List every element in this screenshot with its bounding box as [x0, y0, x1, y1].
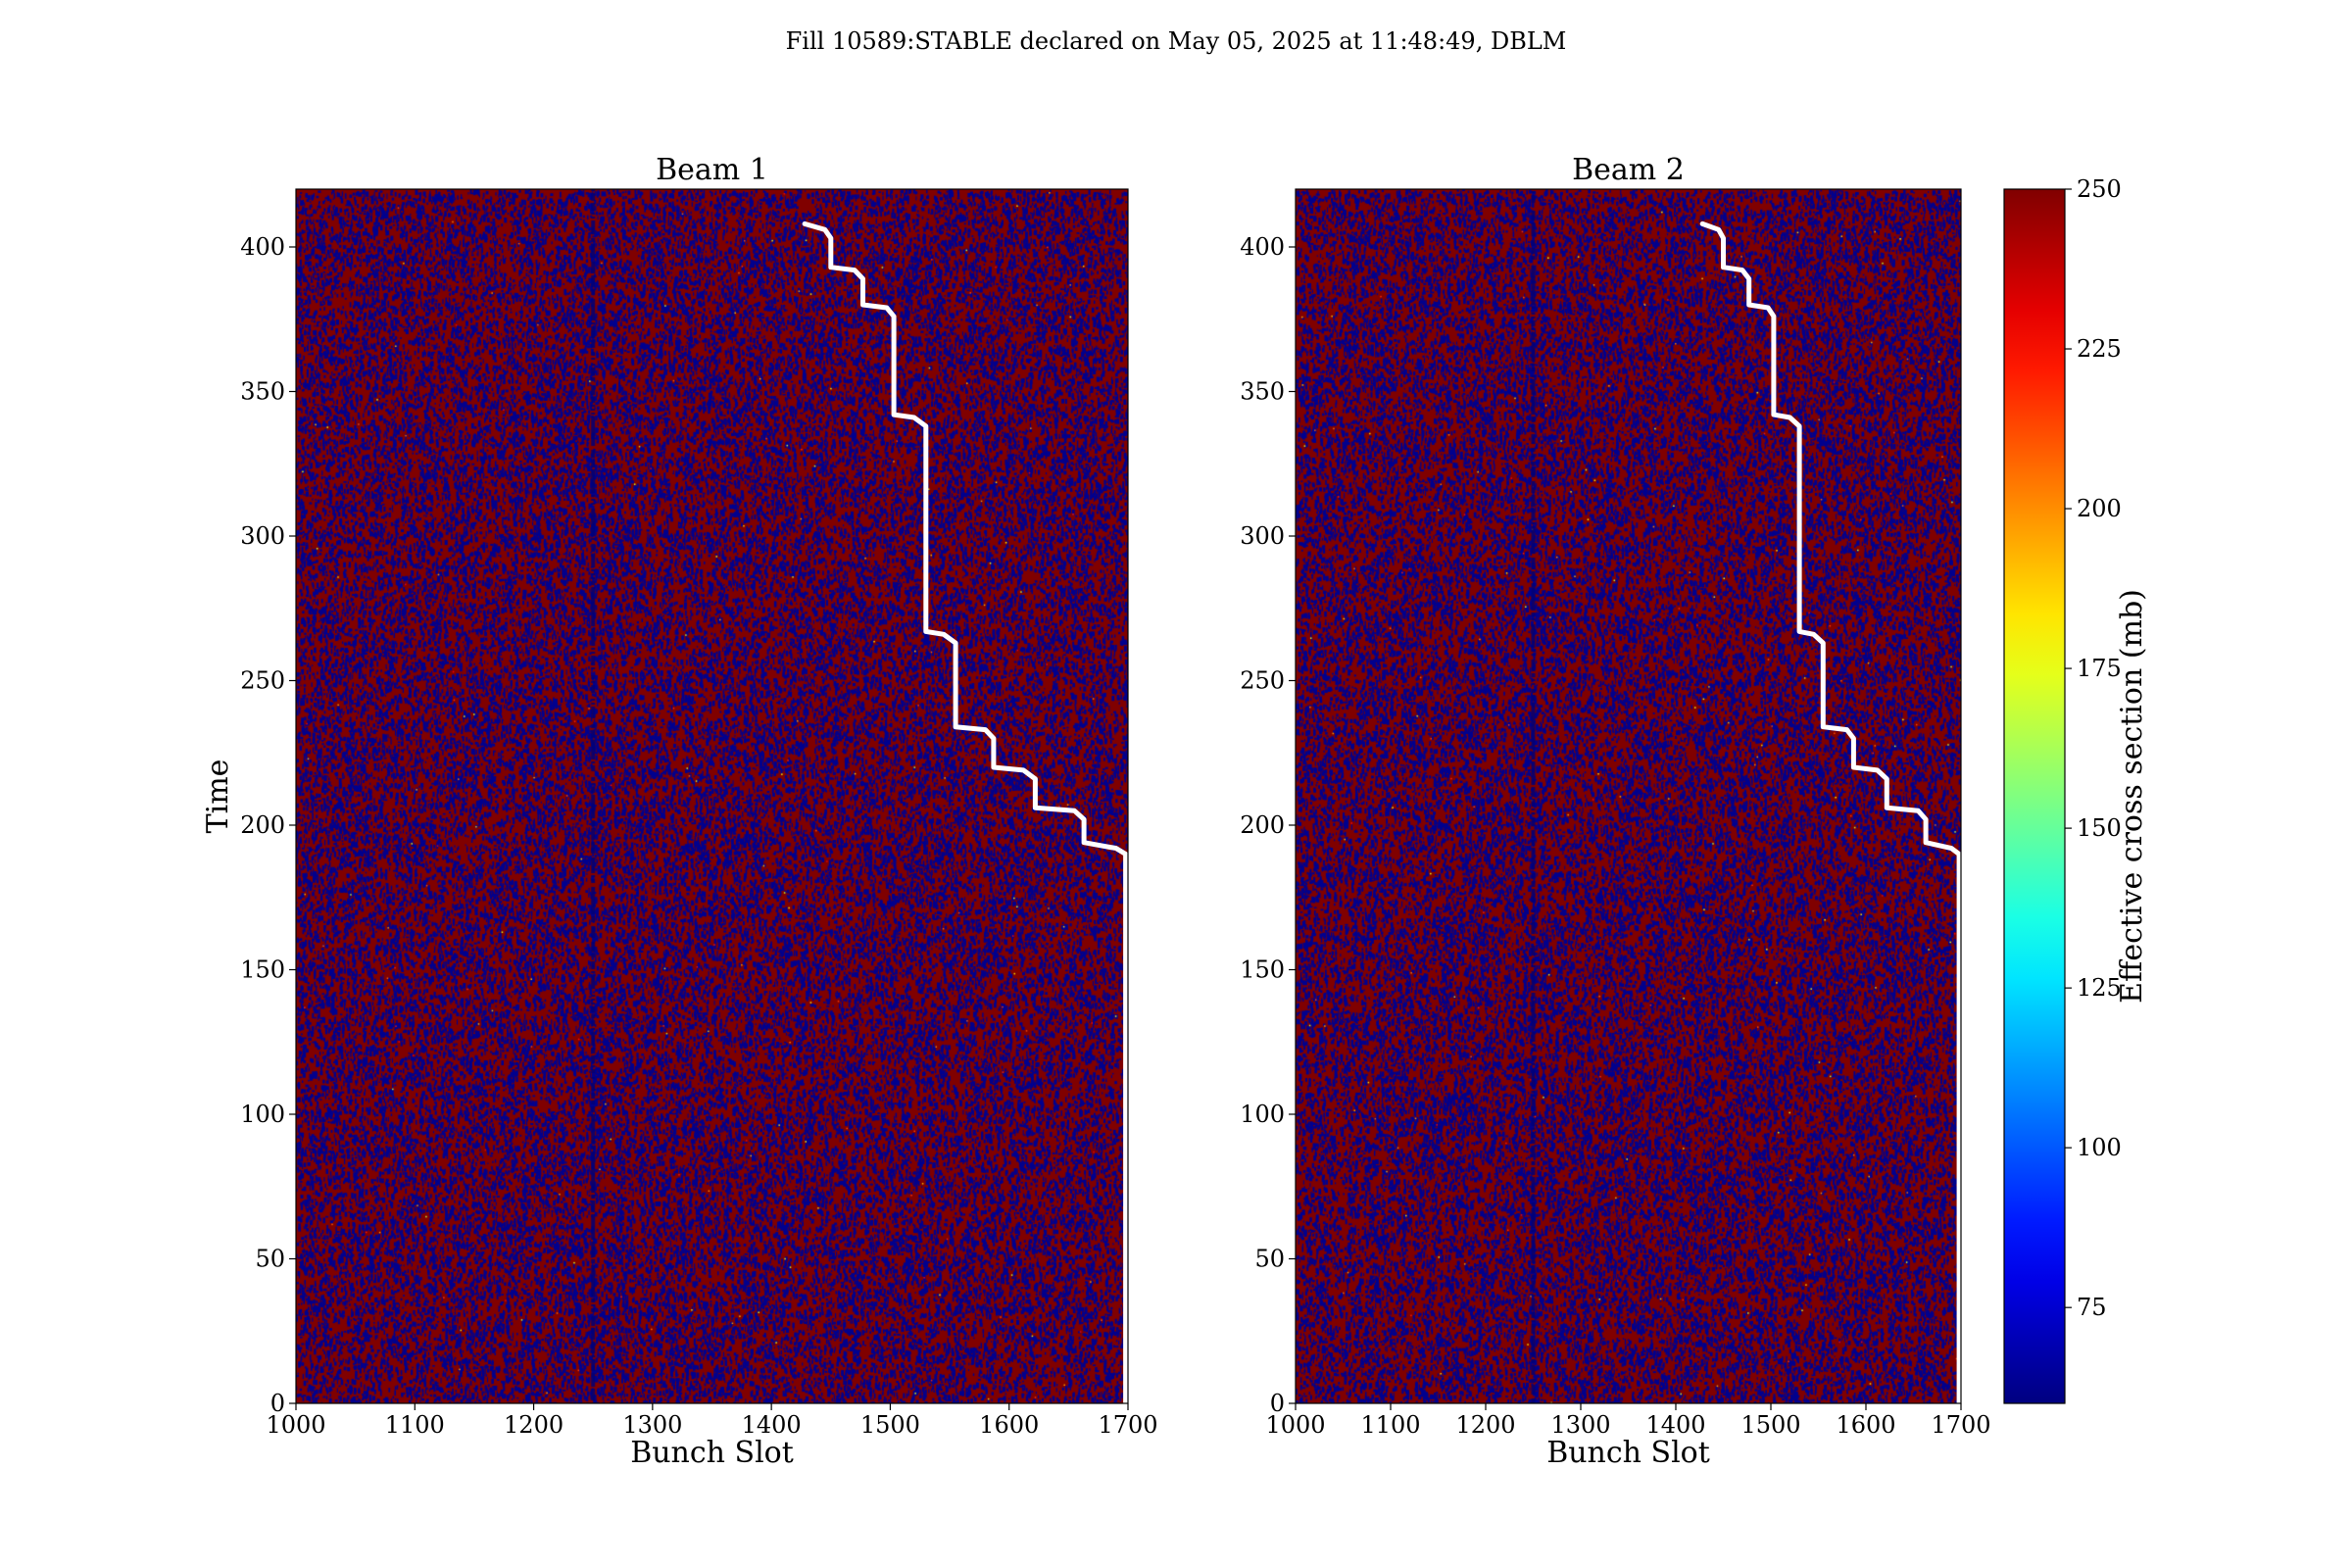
heatmap-canvas-1	[296, 189, 1128, 1403]
colorbar-bar	[2003, 188, 2066, 1404]
axes-frame-2	[1295, 188, 1962, 1404]
figure-suptitle: Fill 10589:STABLE declared on May 05, 20…	[786, 27, 1567, 55]
colorbar: 75 100 125 150 175 200 225 250 Effective cross s…	[2003, 175, 2149, 1404]
y-tick-label: 100	[240, 1101, 285, 1128]
y-tick-label: 200	[1240, 811, 1285, 839]
y-tick-label: 100	[1240, 1101, 1285, 1128]
x-tick-label: 1000	[266, 1411, 325, 1439]
x-tick-label: 1200	[1455, 1411, 1515, 1439]
colorbar-tick-label: 250	[2077, 175, 2122, 203]
y-tick-label: 250	[240, 667, 285, 695]
heatmap-2	[1296, 189, 1961, 1403]
y-tick-label: 400	[1240, 233, 1285, 261]
y-tick-label: 0	[270, 1390, 285, 1417]
heatmap-canvas-2	[1296, 189, 1961, 1403]
panel-title: Beam 1	[656, 153, 768, 187]
x-tick-label: 1600	[979, 1411, 1039, 1439]
y-tick-label: 300	[240, 522, 285, 550]
x-tick-label: 1700	[1931, 1411, 1990, 1439]
y-tick-label: 350	[240, 378, 285, 406]
x-axis-label: Bunch Slot	[630, 1436, 794, 1470]
colorbar-tick-label: 100	[2077, 1134, 2122, 1161]
x-tick-label: 1400	[742, 1411, 802, 1439]
colorbar-tick-label: 125	[2077, 974, 2122, 1002]
y-tick-label: 250	[1240, 667, 1285, 695]
x-tick-label: 1200	[504, 1411, 564, 1439]
y-tick-label: 300	[1240, 522, 1285, 550]
colorbar-tick-label: 200	[2077, 495, 2122, 522]
x-axis-label: Bunch Slot	[1546, 1436, 1710, 1470]
y-tick-label: 50	[255, 1246, 285, 1273]
x-tick-label: 1000	[1265, 1411, 1325, 1439]
x-tick-label: 1500	[1740, 1411, 1800, 1439]
panel-beam-1: 1000 1100 1200 1300 1400 1500 1600 1700 0 50 100 15…	[201, 153, 1158, 1470]
x-tick-label: 1300	[1550, 1411, 1610, 1439]
y-tick-label: 150	[1240, 956, 1285, 984]
x-tick-label: 1300	[622, 1411, 682, 1439]
panels: 1000 1100 1200 1300 1400 1500 1600 170005010015…	[201, 153, 1991, 1470]
colorbar-tick-label: 75	[2077, 1294, 2107, 1321]
step-line-1	[802, 220, 1129, 1406]
colorbar-tick-label: 225	[2077, 335, 2122, 363]
step-line-2	[1699, 220, 1962, 1406]
x-tick-label: 1100	[1360, 1411, 1420, 1439]
y-tick-label: 200	[240, 811, 285, 839]
heatmap-1	[296, 189, 1128, 1403]
y-tick-label: 350	[1240, 378, 1285, 406]
panel-title: Beam 2	[1572, 153, 1685, 187]
colorbar-tick-label: 150	[2077, 814, 2122, 842]
x-tick-label: 1400	[1645, 1411, 1705, 1439]
y-tick-label: 150	[240, 956, 285, 984]
x-tick-label: 1100	[385, 1411, 445, 1439]
panel-beam-2: 1000 1100 1200 1300 1400 1500 1600 1700 0 50 100 15…	[1240, 153, 1990, 1470]
y-axis-label: Time	[201, 760, 235, 834]
colorbar-tick-label: 175	[2077, 655, 2122, 682]
x-tick-label: 1700	[1098, 1411, 1157, 1439]
y-tick-label: 50	[1254, 1246, 1285, 1273]
y-tick-label: 400	[240, 233, 285, 261]
x-tick-label: 1500	[860, 1411, 920, 1439]
colorbar-label: Effective cross section (mb)	[2115, 589, 2149, 1004]
axes-frame-1	[295, 188, 1129, 1404]
x-tick-label: 1600	[1836, 1411, 1895, 1439]
y-tick-label: 0	[1270, 1390, 1285, 1417]
